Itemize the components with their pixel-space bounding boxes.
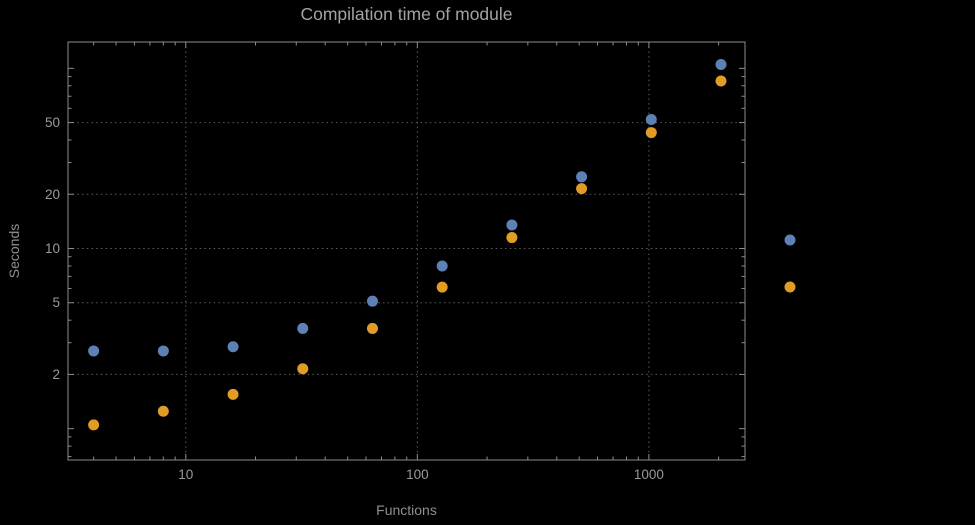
y-axis-label: Seconds [6,223,22,279]
data-point-series-blue [227,341,239,353]
data-point-series-blue [645,113,657,125]
chart-title: Compilation time of module [300,4,513,24]
data-point-series-blue [506,219,518,231]
x-axis-label: Functions [376,502,437,518]
plot-frame [67,41,746,461]
data-point-series-blue [297,322,309,334]
data-point-series-orange [715,75,727,87]
data-point-series-orange [645,127,657,139]
y-tick-label: 5 [52,295,60,310]
y-tick-label: 2 [52,367,60,382]
data-point-series-blue [715,59,727,71]
data-point-series-orange [576,183,588,195]
data-point-series-orange [157,405,169,417]
y-tick-label: 20 [45,187,60,202]
data-point-series-orange [366,322,378,334]
data-point-series-orange [227,388,239,400]
data-point-series-blue [576,171,588,183]
data-point-series-orange [88,419,100,431]
y-tick-label: 50 [45,115,60,130]
data-point-series-blue [436,260,448,272]
data-point-series-orange [506,232,518,244]
data-point-series-orange [436,281,448,293]
data-point-series-blue [366,295,378,307]
x-tick-label: 10 [178,467,193,482]
x-tick-label: 1000 [634,467,664,482]
data-point-series-orange [297,363,309,375]
data-point-series-blue [88,345,100,357]
data-point-series-blue [157,345,169,357]
x-tick-label: 100 [406,467,429,482]
legend-marker-legend-blue [784,234,796,246]
y-tick-label: 10 [45,241,60,256]
legend-marker-legend-orange [784,281,796,293]
